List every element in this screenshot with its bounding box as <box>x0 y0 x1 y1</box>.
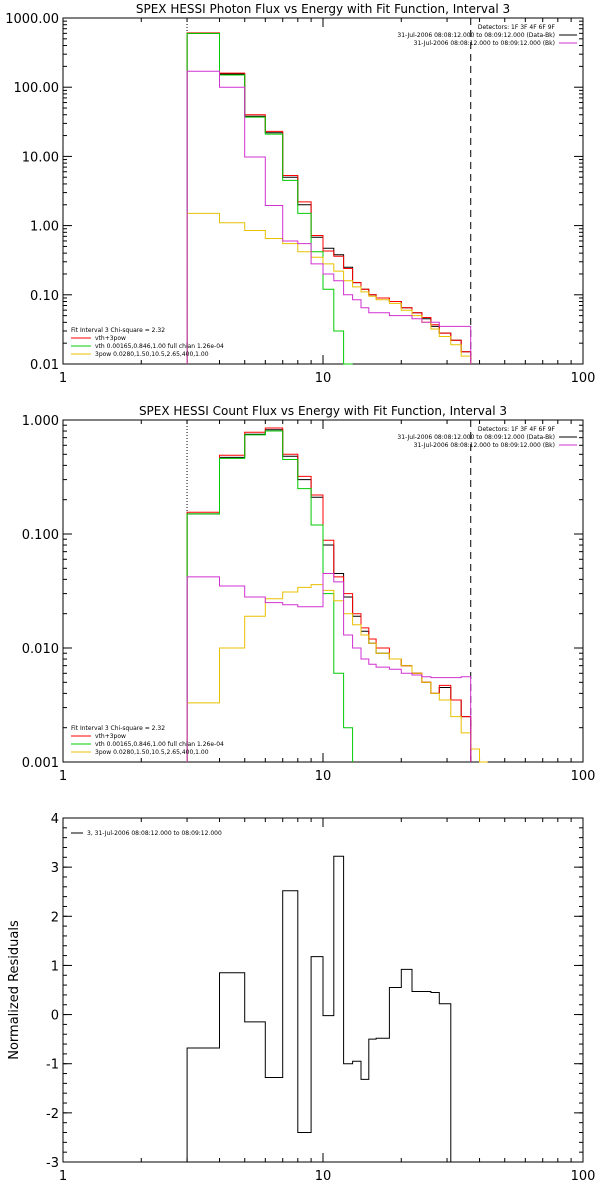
series-line-1 <box>186 429 472 762</box>
fit-legend-entry: 3pow 0.0280,1.50,10.5,2.65,400,1.00 <box>95 351 209 358</box>
legend-entry: Detectors: 1F 3F 4F 6F 9F <box>478 426 556 433</box>
fit-legend-entry: 3pow 0.0280,1.50,10.5,2.65,400,1.00 <box>95 749 209 756</box>
x-tick-label: 100 <box>571 769 596 784</box>
y-tick-label: 0 <box>51 1009 59 1024</box>
series-line-5 <box>186 573 472 762</box>
series-line-1 <box>186 855 452 1162</box>
x-tick-label: 100 <box>571 1169 596 1184</box>
y-tick-label: 0.001 <box>22 756 59 771</box>
y-tick-label: 3 <box>51 861 59 876</box>
fit-legend-entry: vth 0.00165,0.846,1.00 full chian 1.26e-… <box>95 343 224 350</box>
fit-legend-entry: vth 0.00165,0.846,1.00 full chian 1.26e-… <box>95 741 224 748</box>
legend-entry: 31-Jul-2006 08:08:12.000 to 08:09:12.000… <box>397 32 555 39</box>
y-tick-label: 0.10 <box>30 289 59 304</box>
chart-panel-1: SPEX HESSI Photon Flux vs Energy with Fi… <box>5 2 595 386</box>
x-tick-label: 10 <box>315 769 332 784</box>
fit-legend-entry: Fit Interval 3 Chi-square = 2.32 <box>71 725 165 732</box>
y-tick-label: 10.00 <box>22 150 59 165</box>
chart-panel-3: Normalized Residuals 1 10 100 -3 -2 -1 0 1 2 3 4 3, … <box>7 812 595 1184</box>
legend-entry: Detectors: 1F 3F 4F 6F 9F <box>478 24 556 31</box>
series-line-1 <box>186 32 472 364</box>
fit-legend-entry: Fit Interval 3 Chi-square = 2.32 <box>71 327 165 334</box>
y-tick-label: 1.000 <box>22 414 59 429</box>
series-line-2 <box>186 32 472 364</box>
y-axis-label: Normalized Residuals <box>7 920 22 1060</box>
fit-legend-entry: vth+3pow <box>95 335 126 342</box>
x-tick-label: 1 <box>59 1169 67 1184</box>
series-line-5 <box>186 70 472 364</box>
y-tick-label: 100.00 <box>14 81 60 96</box>
y-tick-label: -2 <box>46 1107 59 1122</box>
y-tick-label: -1 <box>46 1058 59 1073</box>
series-line-4 <box>186 212 472 364</box>
y-tick-label: 0.01 <box>30 358 59 373</box>
y-tick-label: 0.010 <box>22 642 59 657</box>
y-tick-label: 1.00 <box>30 220 59 235</box>
series-line-3 <box>186 32 353 365</box>
legend-entry: 31-Jul-2006 08:08:12.000 to 08:09:12.000… <box>414 40 555 47</box>
y-tick-label: 2 <box>51 910 59 925</box>
series-line-3 <box>186 430 354 762</box>
legend-entry: 31-Jul-2006 08:08:12.000 to 08:09:12.000… <box>397 434 555 441</box>
x-tick-label: 1 <box>59 371 67 386</box>
y-tick-label: 1000.00 <box>5 12 59 27</box>
chart-panel-2: SPEX HESSI Count Flux vs Energy with Fit… <box>22 404 596 784</box>
y-tick-label: 1 <box>51 959 59 974</box>
series-line-2 <box>186 427 472 762</box>
legend-entry: 3, 31-Jul-2006 08:08:12.000 to 08:09:12.… <box>87 830 222 837</box>
x-tick-label: 10 <box>315 1169 332 1184</box>
chart-title: SPEX HESSI Photon Flux vs Energy with Fi… <box>136 2 510 16</box>
fit-legend-entry: vth+3pow <box>95 733 126 740</box>
plot-frame <box>62 17 584 365</box>
series-line-4 <box>186 584 488 763</box>
x-tick-label: 1 <box>59 769 67 784</box>
y-tick-label: 0.100 <box>22 528 59 543</box>
x-tick-label: 10 <box>315 371 332 386</box>
x-tick-label: 100 <box>571 371 596 386</box>
y-tick-label: 4 <box>51 812 59 827</box>
legend-entry: 31-Jul-2006 08:08:12.000 to 08:09:12.000… <box>414 442 555 449</box>
y-tick-label: -3 <box>46 1156 59 1171</box>
chart-title: SPEX HESSI Count Flux vs Energy with Fit… <box>139 404 507 418</box>
